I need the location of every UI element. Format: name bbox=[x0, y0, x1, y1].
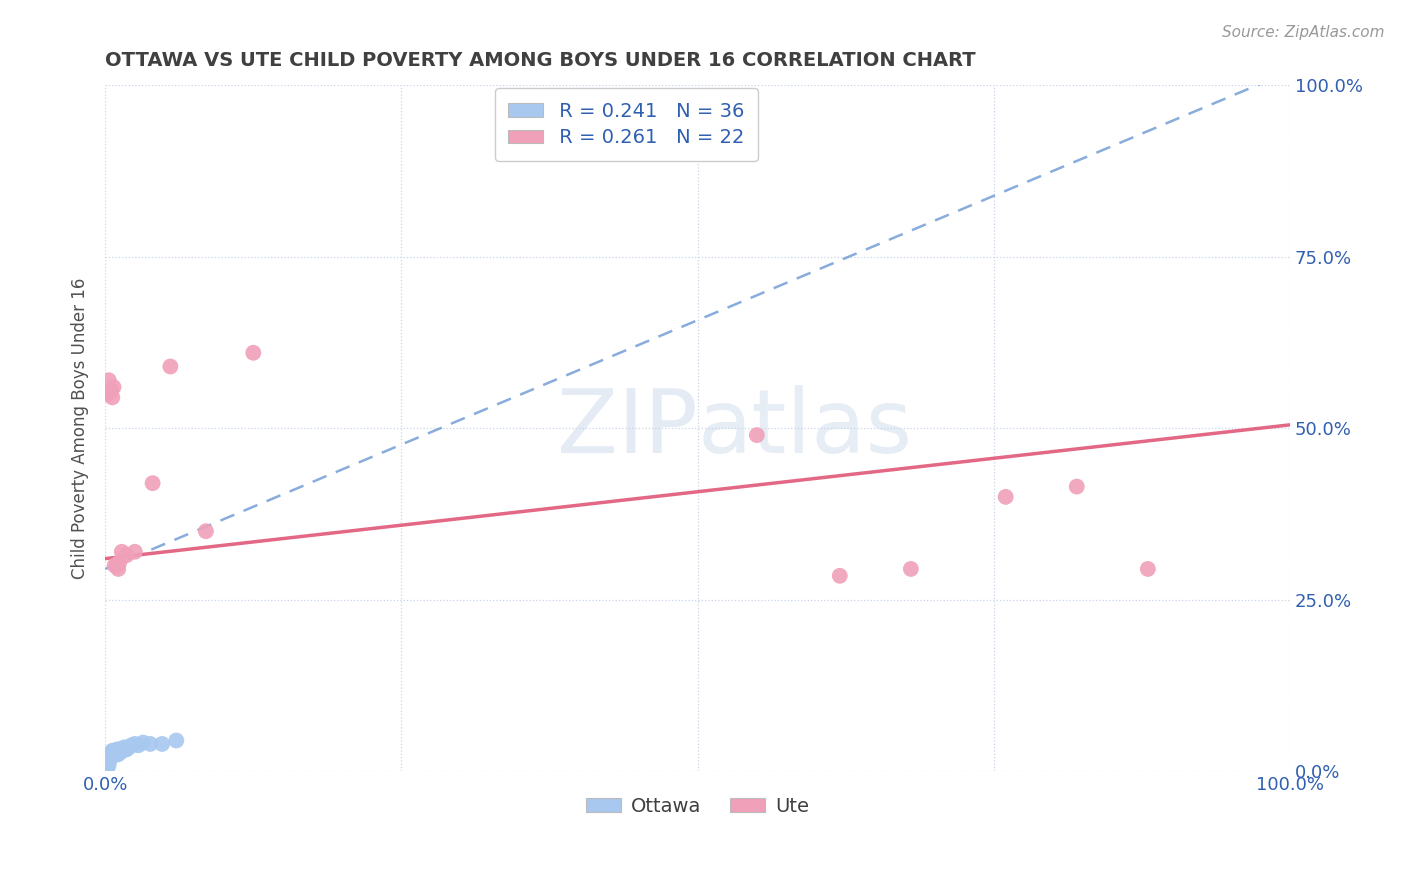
Point bbox=[107, 744, 129, 758]
Point bbox=[1066, 480, 1088, 494]
Point bbox=[105, 747, 128, 762]
Point bbox=[132, 735, 155, 749]
Text: Source: ZipAtlas.com: Source: ZipAtlas.com bbox=[1222, 25, 1385, 40]
Point bbox=[105, 744, 128, 758]
Point bbox=[100, 384, 122, 398]
Point bbox=[98, 750, 121, 764]
Point bbox=[105, 742, 128, 756]
Y-axis label: Child Poverty Among Boys Under 16: Child Poverty Among Boys Under 16 bbox=[72, 277, 89, 579]
Point bbox=[194, 524, 217, 539]
Point bbox=[745, 428, 768, 442]
Legend: Ottawa, Ute: Ottawa, Ute bbox=[578, 789, 817, 823]
Point bbox=[111, 545, 134, 559]
Point bbox=[165, 733, 187, 747]
Point bbox=[120, 739, 142, 753]
Point bbox=[115, 548, 138, 562]
Point bbox=[114, 742, 136, 756]
Point bbox=[111, 742, 134, 756]
Point bbox=[1136, 562, 1159, 576]
Point bbox=[97, 373, 120, 387]
Point bbox=[994, 490, 1017, 504]
Text: atlas: atlas bbox=[697, 384, 912, 472]
Point bbox=[98, 747, 121, 762]
Point bbox=[124, 545, 146, 559]
Point bbox=[124, 737, 146, 751]
Point bbox=[108, 745, 131, 759]
Point bbox=[104, 558, 127, 573]
Point bbox=[108, 555, 131, 569]
Point bbox=[112, 740, 135, 755]
Point bbox=[103, 747, 125, 762]
Point bbox=[107, 562, 129, 576]
Point bbox=[900, 562, 922, 576]
Point bbox=[104, 744, 127, 758]
Point bbox=[142, 476, 165, 491]
Point bbox=[127, 739, 149, 753]
Point bbox=[97, 757, 120, 772]
Point bbox=[139, 737, 162, 751]
Point bbox=[242, 345, 264, 359]
Point bbox=[103, 744, 125, 758]
Point bbox=[108, 742, 131, 756]
Text: ZIP: ZIP bbox=[557, 384, 697, 472]
Point bbox=[104, 744, 127, 758]
Point bbox=[828, 569, 851, 583]
Point bbox=[101, 744, 124, 758]
Point bbox=[107, 747, 129, 762]
Point bbox=[104, 747, 127, 762]
Text: OTTAWA VS UTE CHILD POVERTY AMONG BOYS UNDER 16 CORRELATION CHART: OTTAWA VS UTE CHILD POVERTY AMONG BOYS U… bbox=[105, 51, 976, 70]
Point bbox=[150, 737, 173, 751]
Point bbox=[100, 750, 122, 764]
Point bbox=[100, 747, 122, 762]
Point bbox=[103, 380, 125, 394]
Point bbox=[110, 745, 132, 759]
Point bbox=[115, 742, 138, 756]
Point bbox=[118, 740, 141, 755]
Point bbox=[110, 744, 132, 758]
Point bbox=[111, 742, 134, 756]
Point bbox=[159, 359, 181, 374]
Point bbox=[105, 558, 128, 573]
Point bbox=[97, 387, 120, 401]
Point bbox=[97, 761, 120, 775]
Point bbox=[101, 390, 124, 404]
Point bbox=[104, 745, 127, 759]
Point bbox=[101, 747, 124, 762]
